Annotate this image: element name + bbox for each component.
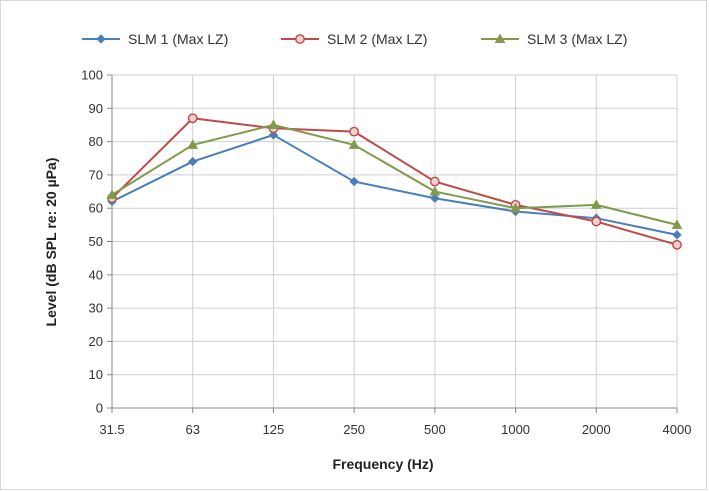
y-tick-label: 50: [89, 234, 103, 249]
x-axis-title: Frequency (Hz): [332, 456, 433, 472]
y-tick-label: 70: [89, 167, 103, 182]
series-3-point: [590, 199, 602, 209]
series-3-point: [348, 139, 360, 149]
series-2-point: [591, 216, 602, 227]
y-axis-ticks: 0 10 20 30 40 50 60 70 80 90 100: [81, 68, 103, 416]
series-1-point: [672, 230, 682, 240]
legend-label: SLM 1 (Max LZ): [128, 31, 228, 47]
series-group: [106, 113, 683, 250]
series-3-point: [187, 139, 199, 149]
legend-label: SLM 2 (Max LZ): [327, 31, 427, 47]
x-tick-label: 125: [263, 422, 285, 437]
gridlines: [111, 74, 678, 409]
series-3-point: [106, 189, 118, 199]
series-2-point: [349, 126, 360, 137]
x-tick-label: 31.5: [99, 422, 124, 437]
series-2-point: [429, 176, 440, 187]
x-tick-label: 250: [343, 422, 365, 437]
series-1-point: [430, 193, 440, 203]
y-axis-title: Level (dB SPL re: 20 µPa): [43, 158, 59, 327]
series-1-line: [111, 133, 678, 236]
series-1-point: [268, 130, 279, 140]
y-tick-label: 100: [81, 68, 103, 83]
y-tick-label: 60: [89, 201, 103, 216]
y-tick-label: 30: [89, 301, 103, 316]
series-3: [106, 119, 683, 229]
series-1-point: [349, 176, 359, 187]
y-tick-label: 80: [89, 134, 103, 149]
y-tick-label: 40: [89, 267, 103, 282]
x-axis-ticks: 31.5 63 125 250 500 1000 2000 4000: [99, 422, 691, 437]
legend-label: SLM 3 (Max LZ): [527, 31, 627, 47]
series-2-point: [187, 113, 198, 124]
y-tick-label: 20: [89, 334, 103, 349]
y-tick-label: 0: [96, 401, 103, 416]
series-3-line: [111, 123, 678, 226]
series-3-point: [429, 186, 441, 196]
legend-item-3: SLM 3 (Max LZ): [481, 31, 627, 47]
series-2: [107, 113, 682, 250]
x-tick-label: 4000: [663, 422, 692, 437]
axes: [107, 74, 678, 413]
legend-item-2: SLM 2 (Max LZ): [281, 31, 427, 47]
legend: SLM 1 (Max LZ) SLM 2 (Max LZ) SLM 3 (Max L…: [82, 31, 627, 47]
legend-item-1: SLM 1 (Max LZ): [82, 31, 228, 47]
x-tick-label: 2000: [582, 422, 611, 437]
legend-swatch-marker: [295, 34, 305, 44]
x-tick-label: 1000: [501, 422, 530, 437]
series-3-point: [671, 219, 683, 229]
y-tick-label: 90: [89, 101, 103, 116]
series-2-point: [672, 239, 682, 250]
series-3-point: [268, 119, 279, 129]
legend-swatch-marker: [494, 33, 506, 43]
x-tick-label: 500: [424, 422, 446, 437]
x-tick-label: 63: [185, 422, 199, 437]
series-3-point: [510, 202, 521, 213]
y-tick-label: 10: [89, 367, 103, 382]
legend-swatch-marker: [96, 34, 106, 44]
series-2-line: [111, 117, 678, 246]
series-1-point: [188, 156, 198, 167]
